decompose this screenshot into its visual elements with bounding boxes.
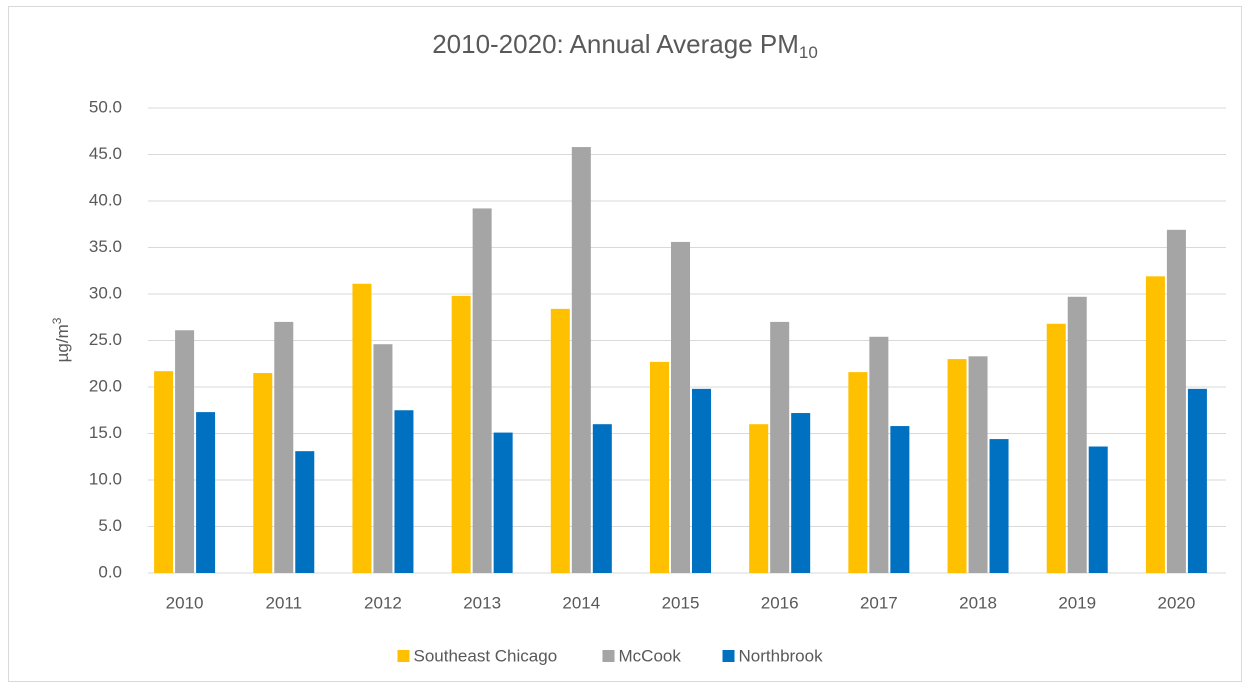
bar (1088, 446, 1108, 573)
y-label-superscript: 3 (50, 317, 64, 324)
bar (671, 241, 690, 574)
legend-label: McCook (619, 646, 682, 665)
y-tick-label: 15.0 (89, 423, 122, 442)
bar (650, 361, 669, 573)
bar (1067, 296, 1087, 573)
chart-title: 2010-2020: Annual Average PM10 (432, 29, 818, 63)
x-tick-label: 2013 (463, 593, 501, 612)
bar (989, 439, 1009, 573)
bar (493, 432, 513, 573)
bar (373, 344, 393, 573)
bar (274, 321, 294, 573)
x-tick-label: 2019 (1058, 593, 1096, 612)
bar (592, 424, 612, 573)
bar (947, 359, 967, 573)
y-label-text: µg/m (53, 324, 72, 362)
y-tick-label: 35.0 (89, 237, 122, 256)
x-tick-label: 2011 (265, 593, 302, 612)
legend-label: Northbrook (739, 646, 824, 665)
x-tick-label: 2014 (562, 593, 600, 612)
y-tick-label: 45.0 (89, 144, 122, 163)
bar (1166, 229, 1186, 573)
bar (154, 371, 174, 573)
bar (352, 283, 372, 573)
bar (472, 208, 492, 573)
bar (1046, 323, 1066, 573)
x-tick-label: 2020 (1157, 593, 1195, 612)
bar (848, 372, 868, 573)
x-tick-label: 2016 (761, 593, 799, 612)
legend-swatch (722, 650, 735, 662)
legend-label: Southeast Chicago (414, 646, 558, 665)
bar (196, 412, 216, 573)
x-tick-label: 2015 (662, 593, 700, 612)
bar (394, 410, 414, 573)
x-tick-label: 2010 (166, 593, 204, 612)
title-text: 2010-2020: Annual Average PM (432, 29, 799, 59)
y-tick-label: 50.0 (89, 97, 122, 116)
y-tick-label: 40.0 (89, 190, 122, 209)
bar (770, 321, 790, 573)
bar (1187, 388, 1207, 573)
y-tick-label: 25.0 (89, 330, 122, 349)
bar (890, 426, 910, 573)
y-tick-label: 20.0 (89, 376, 122, 395)
y-axis-label: µg/m3 (50, 317, 72, 362)
y-tick-label: 5.0 (98, 516, 122, 535)
y-tick-label: 30.0 (89, 283, 122, 302)
x-tick-label: 2018 (959, 593, 997, 612)
legend-swatch (602, 650, 615, 662)
y-tick-label: 0.0 (98, 562, 122, 581)
x-tick-label: 2017 (860, 593, 898, 612)
bar (571, 147, 591, 573)
bar (175, 330, 195, 573)
bar (692, 388, 711, 573)
bar (451, 295, 471, 573)
bar (791, 413, 811, 573)
bar (968, 356, 988, 573)
y-tick-label: 10.0 (89, 469, 122, 488)
legend-swatch (397, 650, 410, 662)
bar (1145, 276, 1165, 573)
x-tick-label: 2012 (364, 593, 402, 612)
bar (295, 451, 315, 573)
bar (550, 308, 570, 573)
bar (253, 373, 273, 573)
title-subscript: 10 (799, 43, 818, 62)
bar (749, 424, 769, 573)
bar (869, 336, 889, 573)
